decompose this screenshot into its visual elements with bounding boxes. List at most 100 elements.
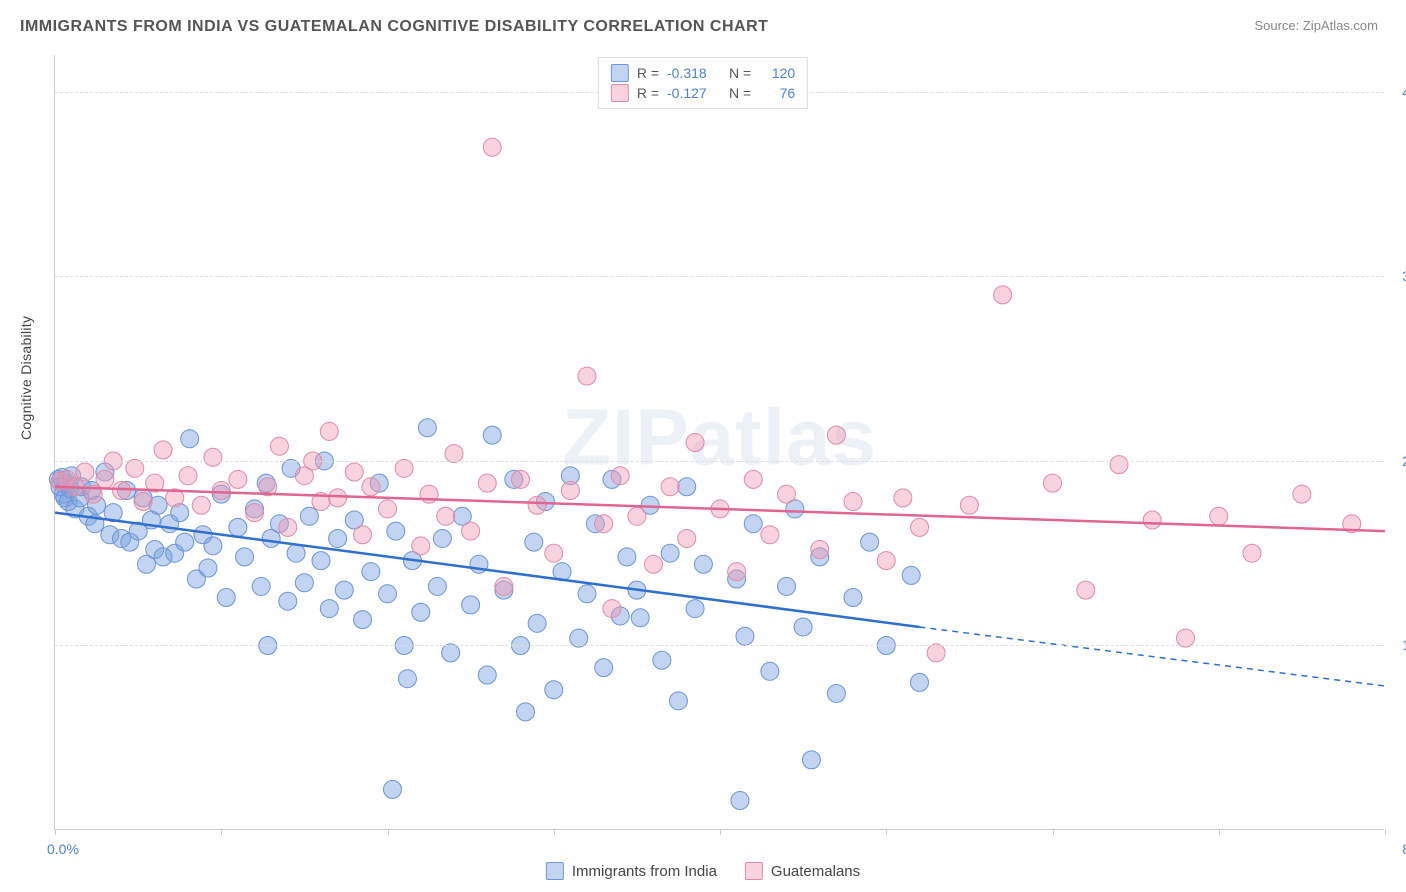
- scatter-point-india: [861, 533, 879, 551]
- x-tick: [55, 829, 56, 835]
- series-legend: Immigrants from India Guatemalans: [546, 862, 860, 880]
- scatter-point-guatemala: [611, 467, 629, 485]
- legend-swatch-guatemala: [611, 84, 629, 102]
- scatter-point-guatemala: [320, 422, 338, 440]
- gridline: [55, 276, 1384, 277]
- scatter-point-india: [236, 548, 254, 566]
- scatter-point-guatemala: [578, 367, 596, 385]
- scatter-point-india: [387, 522, 405, 540]
- scatter-point-india: [570, 629, 588, 647]
- scatter-point-india: [433, 529, 451, 547]
- legend-swatch-guatemala: [745, 862, 763, 880]
- scatter-point-india: [694, 555, 712, 573]
- scatter-point-india: [329, 529, 347, 547]
- scatter-point-india: [778, 577, 796, 595]
- legend-swatch-india: [546, 862, 564, 880]
- legend-stat-row-guatemala: R =-0.127N =76: [611, 83, 795, 103]
- n-label: N =: [729, 85, 751, 101]
- trendline-india: [55, 513, 920, 627]
- scatter-point-india: [478, 666, 496, 684]
- gridline: [55, 461, 1384, 462]
- y-tick-label: 30.0%: [1402, 268, 1406, 284]
- scatter-point-guatemala: [512, 470, 530, 488]
- scatter-point-guatemala: [1293, 485, 1311, 503]
- scatter-point-india: [525, 533, 543, 551]
- scatter-point-guatemala: [96, 470, 114, 488]
- scatter-point-india: [442, 644, 460, 662]
- gridline: [55, 645, 1384, 646]
- scatter-point-india: [844, 589, 862, 607]
- scatter-point-guatemala: [960, 496, 978, 514]
- scatter-point-guatemala: [229, 470, 247, 488]
- scatter-point-india: [528, 614, 546, 632]
- legend-stat-row-india: R =-0.318N =120: [611, 63, 795, 83]
- scatter-point-guatemala: [483, 138, 501, 156]
- scatter-point-india: [295, 574, 313, 592]
- scatter-point-india: [229, 518, 247, 536]
- x-tick: [1053, 829, 1054, 835]
- y-tick-label: 20.0%: [1402, 453, 1406, 469]
- scatter-point-guatemala: [126, 459, 144, 477]
- legend-label: Immigrants from India: [572, 863, 717, 880]
- source-prefix: Source:: [1254, 18, 1302, 33]
- scatter-point-guatemala: [728, 563, 746, 581]
- scatter-point-india: [362, 563, 380, 581]
- scatter-point-india: [761, 662, 779, 680]
- scatter-point-guatemala: [595, 515, 613, 533]
- r-value: -0.318: [667, 65, 721, 81]
- scatter-point-india: [827, 684, 845, 702]
- r-label: R =: [637, 85, 659, 101]
- scatter-point-india: [669, 692, 687, 710]
- scatter-point-guatemala: [495, 577, 513, 595]
- scatter-point-guatemala: [246, 504, 264, 522]
- scatter-point-india: [545, 681, 563, 699]
- scatter-point-guatemala: [76, 463, 94, 481]
- scatter-point-india: [911, 673, 929, 691]
- scatter-point-india: [204, 537, 222, 555]
- scatter-point-guatemala: [628, 507, 646, 525]
- scatter-point-india: [199, 559, 217, 577]
- y-tick-label: 10.0%: [1402, 637, 1406, 653]
- scatter-point-guatemala: [911, 518, 929, 536]
- scatter-point-india: [412, 603, 430, 621]
- scatter-point-guatemala: [412, 537, 430, 555]
- scatter-point-guatemala: [354, 526, 372, 544]
- correlation-legend: R =-0.318N =120R =-0.127N =76: [598, 57, 808, 109]
- scatter-point-guatemala: [778, 485, 796, 503]
- scatter-point-india: [595, 659, 613, 677]
- scatter-point-guatemala: [661, 478, 679, 496]
- source-link[interactable]: ZipAtlas.com: [1303, 18, 1378, 33]
- x-tick: [1219, 829, 1220, 835]
- x-tick: [221, 829, 222, 835]
- scatter-point-guatemala: [134, 493, 152, 511]
- scatter-point-guatemala: [811, 541, 829, 559]
- x-tick-label-start: 0.0%: [47, 841, 79, 857]
- scatter-point-guatemala: [329, 489, 347, 507]
- scatter-point-india: [653, 651, 671, 669]
- legend-item-guatemala: Guatemalans: [745, 862, 860, 880]
- scatter-point-india: [176, 533, 194, 551]
- scatter-point-india: [661, 544, 679, 562]
- scatter-point-india: [418, 419, 436, 437]
- scatter-point-guatemala: [561, 481, 579, 499]
- y-tick-label: 40.0%: [1402, 84, 1406, 100]
- scatter-point-guatemala: [212, 481, 230, 499]
- chart-title: IMMIGRANTS FROM INDIA VS GUATEMALAN COGN…: [20, 18, 768, 36]
- scatter-point-guatemala: [279, 518, 297, 536]
- r-value: -0.127: [667, 85, 721, 101]
- scatter-point-guatemala: [445, 445, 463, 463]
- scatter-point-india: [744, 515, 762, 533]
- scatter-point-india: [300, 507, 318, 525]
- scatter-point-guatemala: [645, 555, 663, 573]
- scatter-point-india: [902, 566, 920, 584]
- scatter-point-india: [678, 478, 696, 496]
- scatter-point-guatemala: [1044, 474, 1062, 492]
- scatter-point-guatemala: [686, 434, 704, 452]
- scatter-point-india: [335, 581, 353, 599]
- scatter-point-india: [252, 577, 270, 595]
- scatter-point-india: [483, 426, 501, 444]
- scatter-point-india: [631, 609, 649, 627]
- scatter-point-guatemala: [270, 437, 288, 455]
- scatter-point-guatemala: [345, 463, 363, 481]
- scatter-point-guatemala: [894, 489, 912, 507]
